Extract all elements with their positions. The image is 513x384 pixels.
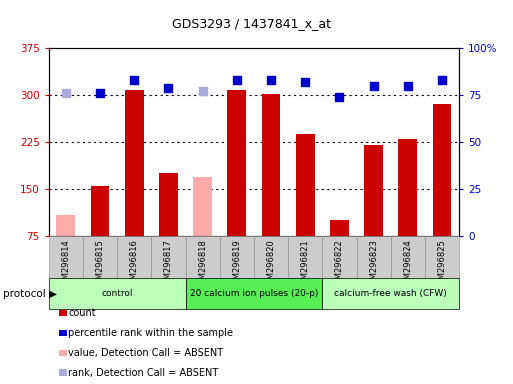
- Bar: [357, 236, 391, 278]
- Bar: [49, 236, 83, 278]
- Text: GSM296820: GSM296820: [267, 240, 275, 290]
- Point: [404, 83, 412, 89]
- Bar: [288, 236, 322, 278]
- Text: GSM296816: GSM296816: [130, 240, 139, 290]
- Point: [199, 88, 207, 94]
- Bar: [262, 94, 281, 236]
- Bar: [364, 145, 383, 236]
- Bar: [399, 139, 417, 236]
- Bar: [330, 220, 349, 236]
- Text: control: control: [102, 289, 133, 298]
- Bar: [220, 236, 254, 278]
- Text: calcium-free wash (CFW): calcium-free wash (CFW): [334, 289, 447, 298]
- Point: [336, 94, 344, 100]
- Text: 20 calcium ion pulses (20-p): 20 calcium ion pulses (20-p): [190, 289, 318, 298]
- Text: GSM296818: GSM296818: [198, 240, 207, 290]
- Text: rank, Detection Call = ABSENT: rank, Detection Call = ABSENT: [68, 368, 218, 378]
- Text: GSM296814: GSM296814: [62, 240, 70, 290]
- Bar: [49, 278, 186, 309]
- Bar: [151, 236, 186, 278]
- Bar: [186, 278, 322, 309]
- Point: [164, 84, 172, 91]
- Bar: [425, 236, 459, 278]
- Text: GSM296821: GSM296821: [301, 240, 310, 290]
- Text: GSM296825: GSM296825: [438, 240, 446, 290]
- Point: [130, 77, 139, 83]
- Bar: [227, 90, 246, 236]
- Text: count: count: [68, 308, 95, 318]
- Text: GSM296815: GSM296815: [95, 240, 105, 290]
- Point: [233, 77, 241, 83]
- Text: GDS3293 / 1437841_x_at: GDS3293 / 1437841_x_at: [172, 17, 331, 30]
- Bar: [193, 177, 212, 236]
- Point: [96, 90, 104, 96]
- Bar: [125, 90, 144, 236]
- Bar: [254, 236, 288, 278]
- Bar: [56, 215, 75, 236]
- Bar: [91, 186, 109, 236]
- Bar: [391, 236, 425, 278]
- Text: GSM296819: GSM296819: [232, 240, 241, 290]
- Bar: [296, 134, 314, 236]
- Text: GSM296823: GSM296823: [369, 240, 378, 290]
- Point: [438, 77, 446, 83]
- Text: GSM296824: GSM296824: [403, 240, 412, 290]
- Bar: [322, 278, 459, 309]
- Bar: [186, 236, 220, 278]
- Bar: [117, 236, 151, 278]
- Text: GSM296817: GSM296817: [164, 240, 173, 290]
- Text: value, Detection Call = ABSENT: value, Detection Call = ABSENT: [68, 348, 223, 358]
- Point: [62, 90, 70, 96]
- Bar: [432, 104, 451, 236]
- Bar: [83, 236, 117, 278]
- Bar: [159, 174, 178, 236]
- Point: [369, 83, 378, 89]
- Bar: [322, 236, 357, 278]
- Text: protocol ▶: protocol ▶: [3, 289, 56, 299]
- Point: [301, 79, 309, 85]
- Text: percentile rank within the sample: percentile rank within the sample: [68, 328, 233, 338]
- Text: GSM296822: GSM296822: [335, 240, 344, 290]
- Point: [267, 77, 275, 83]
